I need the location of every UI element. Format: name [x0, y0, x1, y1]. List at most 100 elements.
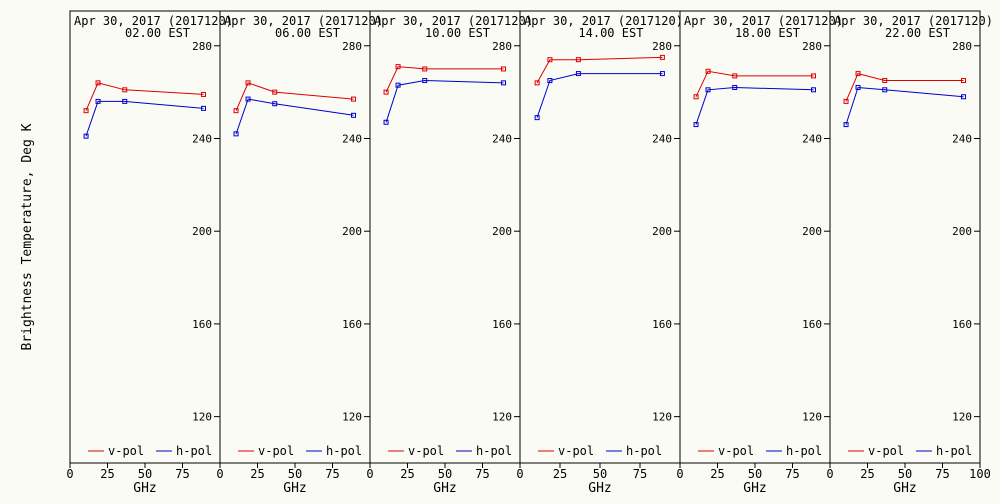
panel-1-legend-v-pol-label: v-pol	[108, 444, 144, 458]
panel-2-v-pol-point-1	[233, 108, 239, 114]
panel-1-ytick-label-200: 200	[192, 225, 212, 238]
panel-3-h-pol-point-2	[395, 82, 401, 88]
panel-5-h-pol-line	[695, 86, 814, 125]
panel-2-ytick-label-120: 120	[342, 411, 362, 424]
panel-5-xtick-label-50: 50	[748, 467, 762, 481]
panel-5-h-pol-point-1	[693, 122, 699, 128]
panel-3-xlabel: GHz	[433, 481, 456, 496]
panel-2-legend-h-pol-label: h-pol	[326, 444, 362, 458]
panel-3-xtick-label-75: 75	[475, 467, 489, 481]
panel-6-ytick-label-280: 280	[952, 40, 972, 53]
panel-2-ytick-label-280: 280	[342, 40, 362, 53]
panel-5-ytick-label-240: 240	[802, 132, 822, 145]
panel-6-ytick-label-120: 120	[952, 411, 972, 424]
panel-5-h-pol-point-3	[732, 84, 738, 90]
panel-4-h-pol-point-1	[534, 115, 540, 121]
panel-4-xtick-label-50: 50	[593, 467, 607, 481]
panel-4-legend-v-pol-label: v-pol	[558, 444, 594, 458]
panel-2-ytick-label-200: 200	[342, 225, 362, 238]
panel-1-legend-h-pol-label: h-pol	[176, 444, 212, 458]
panel-4-v-pol-point-3	[575, 57, 581, 63]
panel-2-v-pol-point-4	[351, 96, 356, 102]
panel-1-h-pol-point-4	[201, 105, 206, 111]
panel-4-ytick-label-280: 280	[652, 40, 672, 53]
panel-6-xtick-label-100: 100	[969, 467, 991, 481]
panel-2-v-pol-point-3	[272, 89, 278, 95]
panel-1-v-pol-point-3	[122, 87, 128, 93]
panel-2-subtitle: 06.00 EST	[275, 26, 340, 40]
panel-1-ytick-label-160: 160	[192, 318, 212, 331]
panel-2-xtick-label-25: 25	[250, 467, 264, 481]
panel-2-legend-v-pol-label: v-pol	[258, 444, 294, 458]
panel-1-ytick-label-120: 120	[192, 411, 212, 424]
panel-6-legend-h-pol-label: h-pol	[936, 444, 972, 458]
panel-4-v-pol-point-4	[659, 54, 665, 60]
panel-6-h-pol-point-1	[843, 122, 849, 128]
panel-5-xlabel: GHz	[743, 481, 766, 496]
panel-1-v-pol-line	[85, 82, 204, 111]
panel-5-v-pol-line	[695, 70, 814, 98]
panel-5-h-pol-point-2	[705, 87, 711, 93]
panel-5-xtick-label-25: 25	[710, 467, 724, 481]
y-axis-label: Brightness Temperature, Deg K	[20, 123, 35, 350]
panel-1-title: Apr 30, 2017 (2017120)	[74, 14, 233, 28]
panel-6-subtitle: 22.00 EST	[885, 26, 950, 40]
panel-5-v-pol-point-1	[693, 94, 699, 100]
panel-2-ytick-label-240: 240	[342, 132, 362, 145]
panel-5-v-pol-point-2	[705, 68, 711, 74]
panel-4-xtick-label-25: 25	[553, 467, 567, 481]
panel-5-title: Apr 30, 2017 (2017120)	[684, 14, 843, 28]
panel-6-v-pol-point-1	[843, 98, 849, 104]
panel-6-ytick-label-240: 240	[952, 132, 972, 145]
panel-4-ytick-label-120: 120	[652, 411, 672, 424]
panel-4-v-pol-line	[536, 56, 663, 84]
panel-2-xtick-label-0: 0	[216, 467, 223, 481]
panel-1-xtick-label-0: 0	[66, 467, 73, 481]
panel-5-legend-v-pol-label: v-pol	[718, 444, 754, 458]
panel-3-v-pol-point-3	[422, 66, 428, 72]
panel-3-v-pol-point-2	[395, 64, 401, 70]
panel-2-h-pol-point-2	[245, 96, 251, 102]
panel-1-h-pol-point-2	[95, 98, 101, 104]
panel-4-v-pol-point-1	[534, 80, 540, 86]
panel-3-xtick-label-50: 50	[438, 467, 452, 481]
panel-3-ytick-label-240: 240	[492, 132, 512, 145]
panel-5-ytick-label-280: 280	[802, 40, 822, 53]
panel-4-xtick-label-75: 75	[633, 467, 647, 481]
panel-5-xtick-label-75: 75	[785, 467, 799, 481]
panel-2-ytick-label-160: 160	[342, 318, 362, 331]
panel-5-ytick-label-160: 160	[802, 318, 822, 331]
panel-6-h-pol-line	[845, 86, 964, 125]
panel-4-h-pol-point-3	[575, 71, 581, 77]
panel-5-xtick-label-0: 0	[676, 467, 683, 481]
panel-3-v-pol-point-1	[383, 89, 389, 95]
panel-4-legend-h-pol-label: h-pol	[626, 444, 662, 458]
panel-1-subtitle: 02.00 EST	[125, 26, 190, 40]
panel-3-title: Apr 30, 2017 (2017120)	[374, 14, 533, 28]
panel-6-h-pol-point-2	[855, 84, 861, 90]
panel-1-xtick-label-25: 25	[100, 467, 114, 481]
panel-6-ytick-label-160: 160	[952, 318, 972, 331]
panel-3-legend-h-pol-label: h-pol	[476, 444, 512, 458]
panel-1-h-pol-point-3	[122, 98, 128, 104]
panel-1-xtick-label-75: 75	[175, 467, 189, 481]
panel-1-h-pol-line	[85, 100, 204, 137]
panel-6-h-pol-point-3	[882, 87, 888, 93]
panel-2-v-pol-point-2	[245, 80, 251, 86]
panel-6-h-pol-point-4	[961, 94, 966, 100]
panel-2-h-pol-point-3	[272, 101, 278, 107]
panel-2-title: Apr 30, 2017 (2017120)	[224, 14, 383, 28]
panel-5-v-pol-point-3	[732, 73, 738, 79]
panel-4-v-pol-point-2	[547, 57, 553, 63]
panel-3-ytick-label-120: 120	[492, 411, 512, 424]
panel-5-v-pol-point-4	[811, 73, 816, 79]
panel-6-xlabel: GHz	[893, 481, 916, 496]
panel-2-xtick-label-75: 75	[325, 467, 339, 481]
panel-2-h-pol-line	[235, 98, 354, 135]
panel-4-xtick-label-0: 0	[516, 467, 523, 481]
panel-1-ytick-label-240: 240	[192, 132, 212, 145]
panel-4-title: Apr 30, 2017 (2017120)	[524, 14, 683, 28]
panel-5-h-pol-point-4	[811, 87, 816, 93]
panel-5-ytick-label-120: 120	[802, 411, 822, 424]
panel-4-subtitle: 14.00 EST	[578, 26, 643, 40]
